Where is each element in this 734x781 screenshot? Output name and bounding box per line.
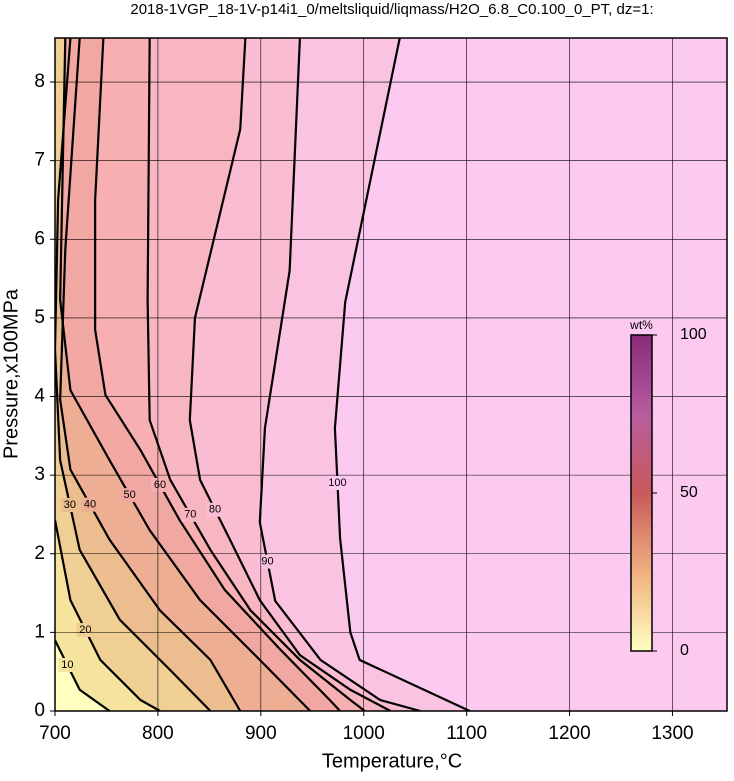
contour-label-bg (258, 554, 277, 569)
contour-line (55, 519, 161, 711)
colorbar-tick-label: 0 (680, 642, 689, 659)
contour-label: 90 (261, 556, 273, 568)
contour-label: 80 (209, 504, 221, 516)
contour-label: 70 (184, 509, 196, 521)
plot-frame (54, 37, 728, 712)
contour-label: 30 (64, 499, 76, 511)
x-tick-label: 1300 (651, 723, 693, 744)
y-tick-label: 1 (34, 621, 45, 642)
contour-line (333, 38, 471, 711)
contour-label-bg (76, 623, 95, 638)
contour-label: 40 (84, 499, 96, 511)
contour-fill (334, 38, 727, 711)
y-tick-label: 8 (34, 71, 45, 92)
x-tick-label: 800 (142, 723, 174, 744)
y-tick-label: 4 (34, 386, 45, 407)
contour-label: 100 (328, 477, 346, 489)
x-tick-label: 1100 (446, 723, 487, 744)
colorbar (630, 334, 653, 652)
x-tick-label: 1200 (548, 723, 590, 744)
contour-label: 60 (154, 479, 166, 491)
contour-label-bg (206, 502, 225, 517)
y-tick-label: 6 (34, 228, 45, 249)
x-tick-label: 900 (245, 723, 277, 744)
contour-label-bg (120, 488, 139, 503)
x-tick-label: 1000 (343, 723, 385, 744)
colorbar-tick-label: 50 (680, 484, 698, 501)
y-tick-label: 5 (34, 307, 45, 328)
y-axis-label: Pressure,x100MPa (0, 288, 22, 459)
contour-line (146, 38, 366, 711)
y-tick-label: 0 (34, 700, 45, 721)
plot-area: 10 20 30 40 50 60 70 80 90 100 (55, 38, 727, 711)
contour-line (55, 639, 111, 711)
contour-label-bg (328, 475, 347, 490)
contour-label: 50 (123, 489, 135, 501)
y-tick-label: 3 (34, 464, 45, 485)
contour-label-bg (58, 658, 77, 673)
contour-label: 10 (61, 659, 73, 671)
contour-label-bg (60, 498, 79, 513)
colorbar-tick-label: 100 (680, 326, 707, 343)
x-tick-label: 700 (39, 723, 71, 744)
contour-label: 20 (79, 624, 91, 636)
contour-label-bg (181, 507, 200, 522)
colorbar-label: wt% (629, 318, 653, 332)
y-tick-label: 7 (34, 150, 45, 171)
x-axis-label: Temperature,°C (322, 750, 462, 772)
contour-label-bg (150, 477, 169, 492)
chart-title: 2018-1VGP_18-1V-p14i1_0/meltsliquid/liqm… (130, 1, 653, 18)
y-tick-label: 2 (34, 543, 45, 564)
contour-label-bg (80, 497, 99, 512)
